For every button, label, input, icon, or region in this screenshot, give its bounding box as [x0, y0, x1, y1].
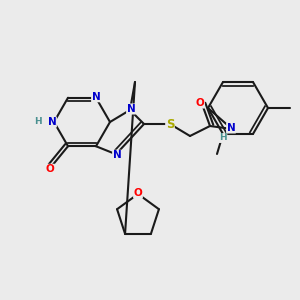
Text: H: H — [34, 118, 42, 127]
Text: N: N — [226, 123, 236, 133]
Text: N: N — [112, 150, 122, 160]
Text: S: S — [166, 118, 174, 130]
Text: N: N — [127, 104, 135, 114]
Text: O: O — [46, 164, 54, 174]
Text: H: H — [219, 134, 227, 142]
Text: N: N — [92, 92, 100, 102]
Text: O: O — [134, 188, 142, 198]
Text: N: N — [48, 117, 56, 127]
Text: O: O — [196, 98, 204, 108]
